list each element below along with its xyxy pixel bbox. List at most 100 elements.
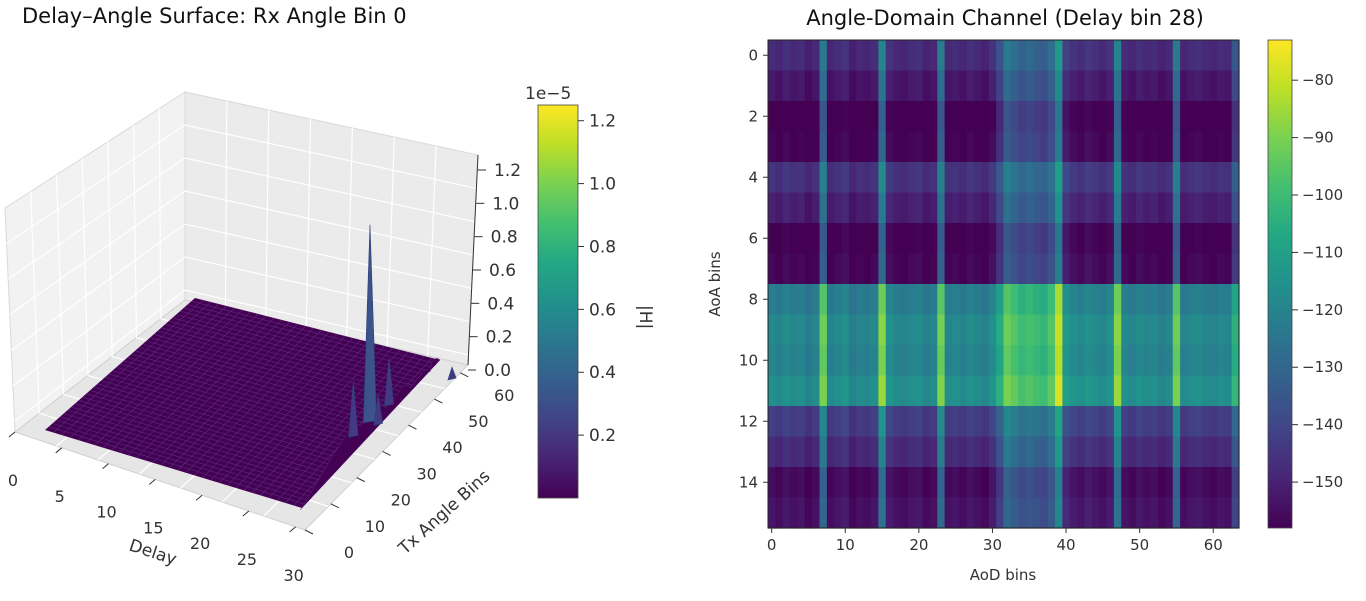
heatmap-cell bbox=[782, 284, 791, 316]
heatmap-cell bbox=[863, 375, 872, 407]
heatmap-cell bbox=[1158, 162, 1167, 194]
heatmap-cell bbox=[937, 162, 946, 194]
heatmap-cell bbox=[1040, 314, 1049, 346]
heatmap-cell bbox=[922, 345, 931, 377]
heatmap-cell bbox=[834, 192, 843, 224]
heatmap-cell bbox=[1224, 375, 1233, 407]
heatmap-cell bbox=[1158, 345, 1167, 377]
heatmap-cell bbox=[1187, 375, 1196, 407]
heatmap-cell bbox=[871, 40, 879, 72]
heatmap-cell bbox=[1055, 284, 1063, 316]
heatmap-cell bbox=[907, 192, 916, 224]
heatmap-cell bbox=[1143, 345, 1152, 377]
heatmap-cell bbox=[974, 40, 983, 72]
heatmap-cell bbox=[959, 162, 968, 194]
heatmap-cell bbox=[863, 253, 872, 285]
heatmap-cell bbox=[1216, 284, 1225, 316]
heatmap-cell bbox=[848, 192, 857, 224]
heatmap-cell bbox=[863, 314, 872, 346]
heatmap-cell bbox=[1224, 314, 1233, 346]
surface-colorbar-label: |H| bbox=[635, 305, 655, 329]
heatmap-cell bbox=[1224, 345, 1233, 377]
heatmap-cell bbox=[1209, 223, 1218, 255]
heatmap-cell bbox=[1040, 162, 1049, 194]
heatmap-cell bbox=[1010, 284, 1019, 316]
heatmap-cell bbox=[834, 375, 843, 407]
heatmap-cell bbox=[871, 406, 879, 438]
heatmap-cell bbox=[1055, 70, 1063, 102]
heatmap-cell bbox=[1032, 70, 1041, 102]
heatmap-cell bbox=[826, 192, 835, 224]
heatmap-cell bbox=[1106, 436, 1115, 468]
heatmap-cell bbox=[1121, 40, 1130, 72]
heatmap-cell bbox=[1018, 314, 1027, 346]
heatmap-cell bbox=[1084, 406, 1093, 438]
surface-tx-tick: 0 bbox=[344, 543, 354, 562]
heatmap-cell bbox=[863, 192, 872, 224]
heatmap-cell bbox=[1135, 467, 1144, 499]
heatmap-cell bbox=[863, 497, 872, 529]
heatmap-cell bbox=[915, 253, 924, 285]
heatmap-cell bbox=[900, 406, 909, 438]
heatmap-cell bbox=[1172, 314, 1181, 346]
heatmap-colorbar-tick: −90 bbox=[1302, 129, 1334, 147]
heatmap-cell bbox=[1165, 345, 1174, 377]
heatmap-cell bbox=[1047, 375, 1056, 407]
heatmap-cell bbox=[959, 70, 968, 102]
heatmap-cell bbox=[1143, 406, 1152, 438]
heatmap-cell bbox=[1143, 70, 1152, 102]
heatmap-cell bbox=[1099, 70, 1108, 102]
heatmap-cell bbox=[1150, 467, 1159, 499]
surface-peak bbox=[348, 380, 359, 438]
heatmap-cell bbox=[775, 131, 784, 163]
heatmap-cell bbox=[812, 253, 821, 285]
heatmap-cell bbox=[1047, 436, 1056, 468]
heatmap-cell bbox=[1158, 406, 1167, 438]
heatmap-cell bbox=[834, 436, 843, 468]
heatmap-cell bbox=[915, 436, 924, 468]
heatmap-cell bbox=[929, 70, 938, 102]
heatmap-cell bbox=[790, 192, 799, 224]
heatmap-cell bbox=[826, 162, 835, 194]
heatmap-cell bbox=[1062, 70, 1071, 102]
heatmap-cell bbox=[981, 345, 990, 377]
heatmap-cell bbox=[951, 253, 960, 285]
heatmap-cell bbox=[790, 436, 799, 468]
heatmap-cell bbox=[878, 162, 887, 194]
heatmap-cell bbox=[871, 70, 879, 102]
heatmap-cell bbox=[1150, 131, 1159, 163]
heatmap-cell bbox=[988, 223, 997, 255]
heatmap-cell bbox=[1099, 192, 1108, 224]
surface-tx-tick: 60 bbox=[494, 386, 514, 405]
heatmap-cell bbox=[951, 192, 960, 224]
heatmap-cell bbox=[878, 253, 887, 285]
heatmap-cell bbox=[1150, 375, 1159, 407]
heatmap-cell bbox=[1128, 314, 1137, 346]
heatmap-cell bbox=[937, 436, 946, 468]
heatmap-cell bbox=[974, 101, 983, 133]
heatmap-cell bbox=[944, 223, 953, 255]
heatmap-cell bbox=[1172, 497, 1181, 529]
heatmap-cell bbox=[819, 223, 828, 255]
heatmap-cell bbox=[981, 497, 990, 529]
heatmap-cell bbox=[1055, 345, 1063, 377]
heatmap-cell bbox=[929, 253, 938, 285]
heatmap-cell bbox=[981, 192, 990, 224]
heatmap-cell bbox=[937, 345, 946, 377]
heatmap-cell bbox=[1224, 131, 1233, 163]
heatmap-cell bbox=[1143, 162, 1152, 194]
heatmap-cell bbox=[1084, 314, 1093, 346]
heatmap-cell bbox=[937, 192, 946, 224]
heatmap-cell bbox=[988, 284, 997, 316]
heatmap-ylabel: AoA bins bbox=[706, 251, 724, 316]
heatmap-cell bbox=[1040, 253, 1049, 285]
heatmap-cell bbox=[1187, 406, 1196, 438]
heatmap-cell bbox=[966, 192, 975, 224]
heatmap-cell bbox=[1202, 253, 1211, 285]
heatmap-cell bbox=[826, 284, 835, 316]
heatmap-cell bbox=[885, 192, 894, 224]
heatmap-cell bbox=[871, 101, 879, 133]
heatmap-cell bbox=[804, 192, 813, 224]
heatmap-cell bbox=[1018, 345, 1027, 377]
heatmap-cell bbox=[1084, 101, 1093, 133]
